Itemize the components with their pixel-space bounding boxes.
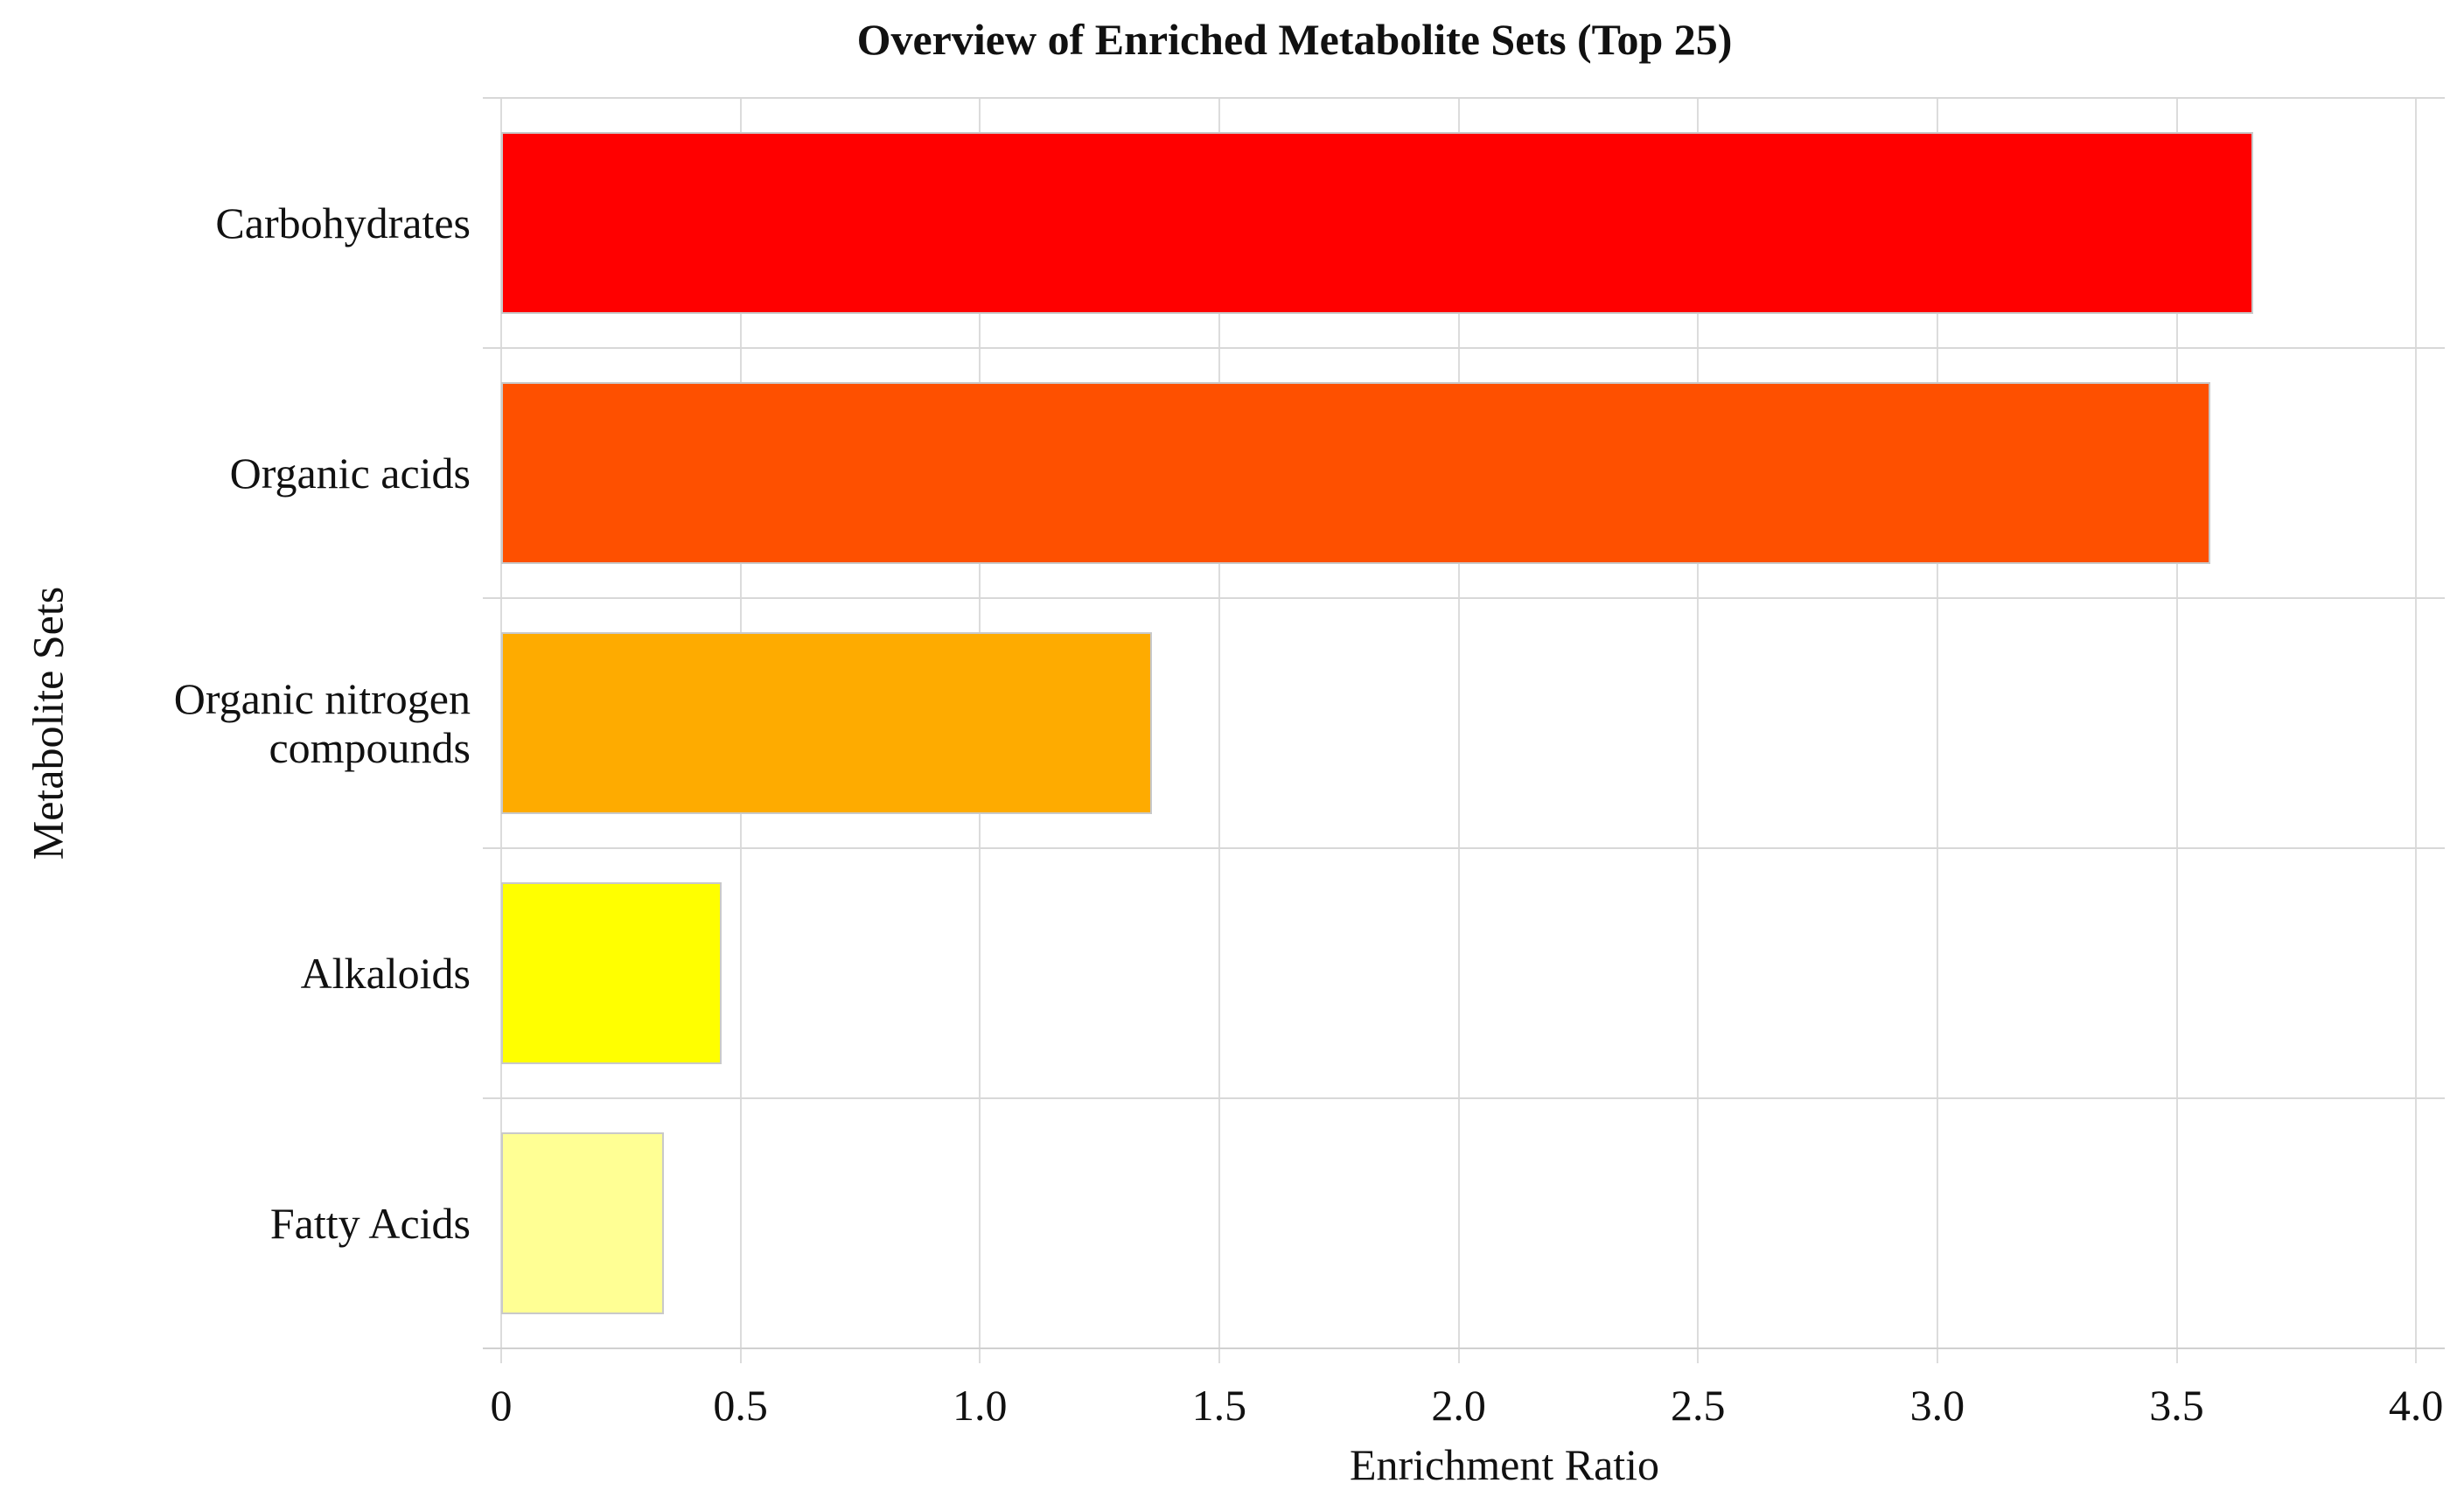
category-label: Carbohydrates [215, 198, 471, 247]
x-tick-label: 0.5 [713, 1381, 768, 1430]
x-tick-label: 1.5 [1191, 1381, 1247, 1430]
x-gridline [1697, 98, 1700, 1363]
bar-alkaloids [501, 882, 722, 1064]
x-tick-label: 3.0 [1909, 1381, 1965, 1430]
bar-fatty-acids [501, 1132, 665, 1314]
x-gridline [2415, 98, 2418, 1363]
category-label: Fatty Acids [269, 1199, 471, 1248]
plot-area [483, 97, 2445, 1363]
x-tick-label: 3.5 [2149, 1381, 2204, 1430]
x-axis-line [483, 1347, 2445, 1349]
y-gridline [483, 347, 2445, 349]
y-gridline [483, 597, 2445, 599]
y-gridline [483, 97, 2445, 99]
category-label: Organic nitrogen compounds [173, 674, 471, 772]
category-label: Alkaloids [300, 949, 471, 998]
bar-organic-nitrogen-compounds [501, 632, 1153, 814]
x-tick-label: 2.0 [1431, 1381, 1486, 1430]
y-gridline [483, 1097, 2445, 1099]
x-gridline [2175, 98, 2178, 1363]
x-axis-title: Enrichment Ratio [1349, 1440, 1660, 1489]
bar-organic-acids [501, 382, 2210, 564]
x-gridline [1218, 98, 1220, 1363]
bar-carbohydrates [501, 132, 2254, 314]
y-gridline [483, 847, 2445, 849]
chart-title: Overview of Enriched Metabolite Sets (To… [856, 15, 1733, 64]
x-gridline [1457, 98, 1460, 1363]
x-tick-label: 1.0 [953, 1381, 1008, 1430]
x-tick-label: 0 [490, 1381, 513, 1430]
category-label: Organic acids [229, 449, 471, 498]
x-gridline [1936, 98, 1938, 1363]
x-tick-label: 2.5 [1670, 1381, 1726, 1430]
x-tick-label: 4.0 [2388, 1381, 2444, 1430]
